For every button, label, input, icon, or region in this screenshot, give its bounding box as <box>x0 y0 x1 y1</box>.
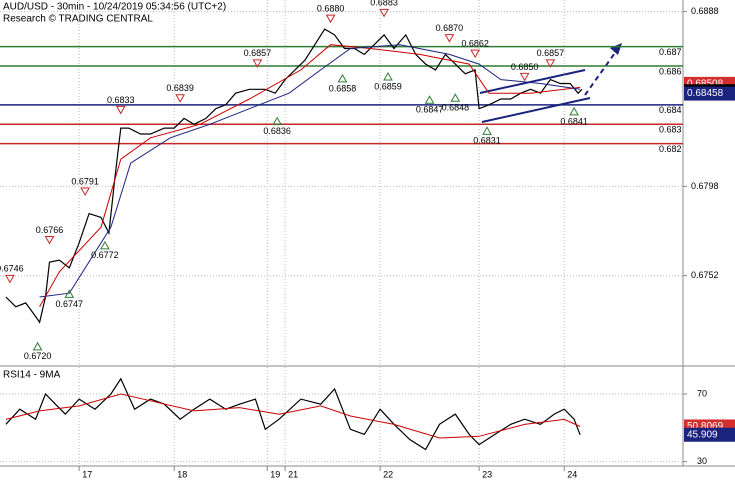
price-box-label: 0.68508 <box>687 79 724 90</box>
low-marker <box>450 93 461 102</box>
series-line <box>5 377 581 451</box>
price-box <box>684 427 735 442</box>
annotation-label: 0.6772 <box>91 250 119 260</box>
high-marker <box>80 187 90 196</box>
annotation-label: 0.6880 <box>317 4 345 14</box>
series-line <box>5 28 583 324</box>
level-label: 0.682 <box>659 144 682 154</box>
annotation-label: 0.6791 <box>71 176 99 186</box>
annotation-label: 0.6870 <box>436 23 464 33</box>
chart-subtitle: Research © TRADING CENTRAL <box>3 14 153 25</box>
x-tick-label: 22 <box>383 469 393 479</box>
price-box-label: 50.8069 <box>687 421 724 432</box>
annotation-label: 0.6831 <box>473 136 501 146</box>
annotation-label: 0.6746 <box>0 264 24 274</box>
low-marker <box>32 341 43 351</box>
low-marker <box>337 73 348 83</box>
chart-title: AUD/USD - 30min - 10/24/2019 05:34:56 (U… <box>3 2 226 13</box>
channel-line <box>481 97 591 123</box>
high-marker <box>325 14 336 24</box>
high-marker <box>175 94 186 103</box>
high-marker <box>115 105 126 115</box>
price-box <box>684 86 735 101</box>
low-marker <box>424 95 435 104</box>
y-tick-label: 70 <box>697 388 707 398</box>
x-tick-label: 17 <box>82 469 92 479</box>
low-marker <box>100 240 110 250</box>
x-tick-label: 19 <box>270 469 280 479</box>
annotation-label: 0.6859 <box>374 81 402 91</box>
forecast-arrow <box>584 49 618 96</box>
x-tick-label: 21 <box>288 469 298 479</box>
annotation-label: 0.6766 <box>36 225 64 235</box>
high-marker <box>252 59 263 68</box>
annotation-label: 0.6847 <box>416 105 444 115</box>
high-marker <box>545 59 556 68</box>
low-marker <box>569 106 579 116</box>
series-line <box>39 44 581 298</box>
high-marker <box>519 72 530 82</box>
annotation-label: 0.6747 <box>56 299 84 309</box>
annotation-label: 0.6850 <box>511 62 539 72</box>
annotation-label: 0.6833 <box>107 95 135 105</box>
low-marker <box>64 289 75 298</box>
y-tick-label: 0.6798 <box>691 181 719 191</box>
series-line <box>39 44 581 308</box>
series-line <box>5 393 581 439</box>
level-label: 0.683 <box>659 125 682 135</box>
annotation-label: 0.6836 <box>263 126 291 136</box>
annotation-label: 0.6858 <box>329 83 357 93</box>
annotation-label: 0.6720 <box>24 351 52 361</box>
annotation-label: 0.6848 <box>442 103 470 113</box>
level-label: 0.687 <box>659 47 682 57</box>
channel-line <box>479 69 586 94</box>
y-tick-label: 0.6752 <box>691 270 719 280</box>
low-marker <box>383 71 393 81</box>
high-marker <box>379 8 389 18</box>
annotation-label: 0.6839 <box>166 83 194 93</box>
high-marker <box>5 274 15 284</box>
high-marker <box>44 236 55 245</box>
x-tick-label: 18 <box>177 469 187 479</box>
x-tick-label: 23 <box>482 469 492 479</box>
low-marker <box>272 116 283 126</box>
price-box-label: 45.909 <box>687 429 718 440</box>
high-marker <box>470 49 480 59</box>
low-marker <box>482 126 492 135</box>
annotation-label: 0.6857 <box>537 48 565 58</box>
panel-title: RSI14 - 9MA <box>3 370 61 381</box>
annotation-label: 0.6862 <box>461 39 489 49</box>
annotation-label: 0.6857 <box>244 48 272 58</box>
price-box-label: 0.68458 <box>687 88 724 99</box>
x-tick-label: 24 <box>567 469 577 479</box>
annotation-label: 0.6883 <box>370 0 398 8</box>
level-label: 0.686 <box>659 66 682 76</box>
annotation-label: 0.6841 <box>560 116 588 126</box>
y-tick-label: 0.6888 <box>691 6 719 16</box>
y-tick-label: 30 <box>697 456 707 466</box>
high-marker <box>444 34 455 43</box>
level-label: 0.684 <box>659 105 682 115</box>
